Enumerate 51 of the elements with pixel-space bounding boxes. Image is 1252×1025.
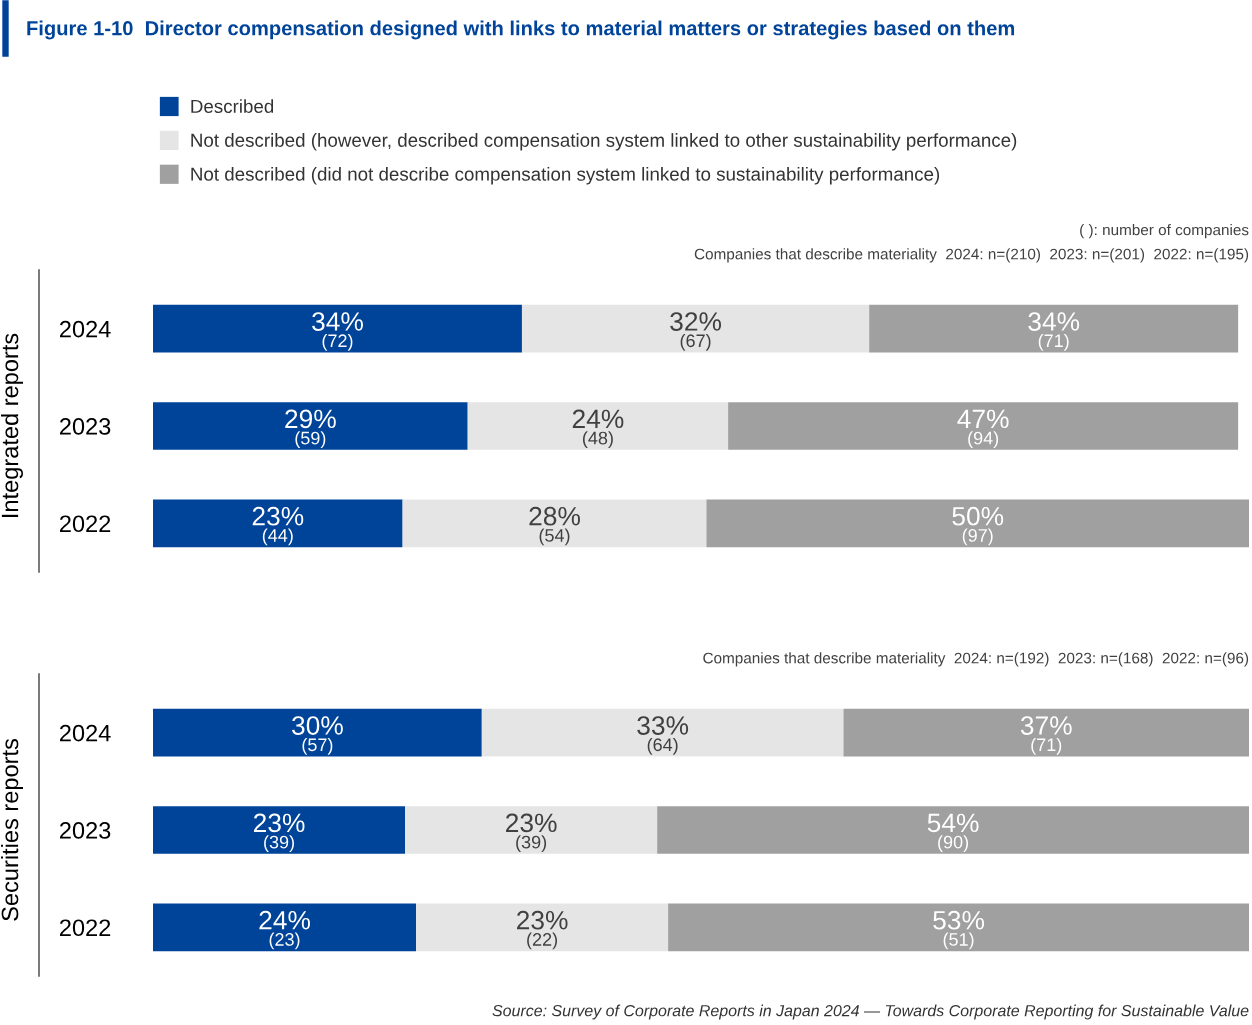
data-label: 37% (71): [1020, 716, 1072, 755]
bar: [668, 903, 1249, 952]
y-tick-label: 2023: [60, 418, 111, 435]
source-note: Source: Survey of Corporate Reports in Japan 2024 — Towards Corporate Reporting for Sustainable Value: [492, 1004, 1249, 1020]
data-label: 53% (51): [933, 910, 985, 950]
bar: [416, 903, 669, 952]
data-label: 23% (39): [253, 813, 305, 853]
y-axis-title: Securities reports: [0, 738, 23, 921]
legend-label: Not described (did not describe compensation system linked to sustainability performance): [191, 167, 940, 185]
bar: [467, 402, 729, 450]
data-label: 34% (72): [312, 312, 363, 351]
chart-subtitle: ( ): number of companies Companies that describe materiality 2024: n=(210) 2023: n=(201) 2022: n=(195): [694, 224, 1249, 263]
bar: [869, 304, 1239, 353]
data-label: 33% (64): [637, 716, 689, 755]
y-tick-label: 2022: [60, 919, 111, 937]
bar: [153, 708, 482, 757]
data-label: 30% (57): [292, 716, 343, 755]
bar: [153, 499, 403, 548]
bar: [481, 708, 844, 757]
bar: [706, 499, 1249, 548]
data-label: 34% (71): [1028, 312, 1080, 351]
legend-label: Not described (however, described compensation system linked to other sustainability performance): [191, 133, 1017, 151]
chart-title: Figure 1-10 Director compensation designed with links to material matters or strategies based on them: [27, 20, 1015, 40]
legend-label: Described: [191, 99, 274, 113]
data-label: 24% (23): [259, 910, 310, 950]
data-label: 50% (97): [952, 506, 1004, 546]
data-label: 28% (54): [529, 506, 580, 546]
data-label: 23% (22): [517, 910, 568, 950]
y-tick-label: 2024: [60, 320, 111, 338]
bar: [153, 304, 522, 353]
y-tick-label: 2023: [60, 822, 111, 839]
bar: [153, 806, 406, 854]
data-label: 47% (94): [957, 409, 1009, 449]
data-label: 23% (39): [506, 813, 557, 853]
data-label: 23% (44): [252, 506, 304, 546]
data-label: 24% (48): [572, 409, 624, 449]
data-label: 54% (90): [927, 813, 979, 853]
bar: [402, 499, 707, 548]
bar: [728, 402, 1239, 450]
bar: [657, 806, 1249, 854]
chart-subtitle: Companies that describe materiality 2024: n=(192) 2023: n=(168) 2022: n=(96): [703, 652, 1249, 667]
y-tick-label: 2024: [60, 724, 111, 742]
bar: [843, 708, 1249, 757]
data-label: 29% (59): [285, 409, 336, 449]
data-label: 32% (67): [670, 312, 722, 351]
bar: [405, 806, 658, 854]
y-tick-label: 2022: [60, 515, 111, 533]
bar: [521, 304, 870, 353]
bar: [153, 903, 417, 952]
y-axis-title: Integrated reports: [0, 333, 23, 517]
bar: [153, 402, 468, 450]
